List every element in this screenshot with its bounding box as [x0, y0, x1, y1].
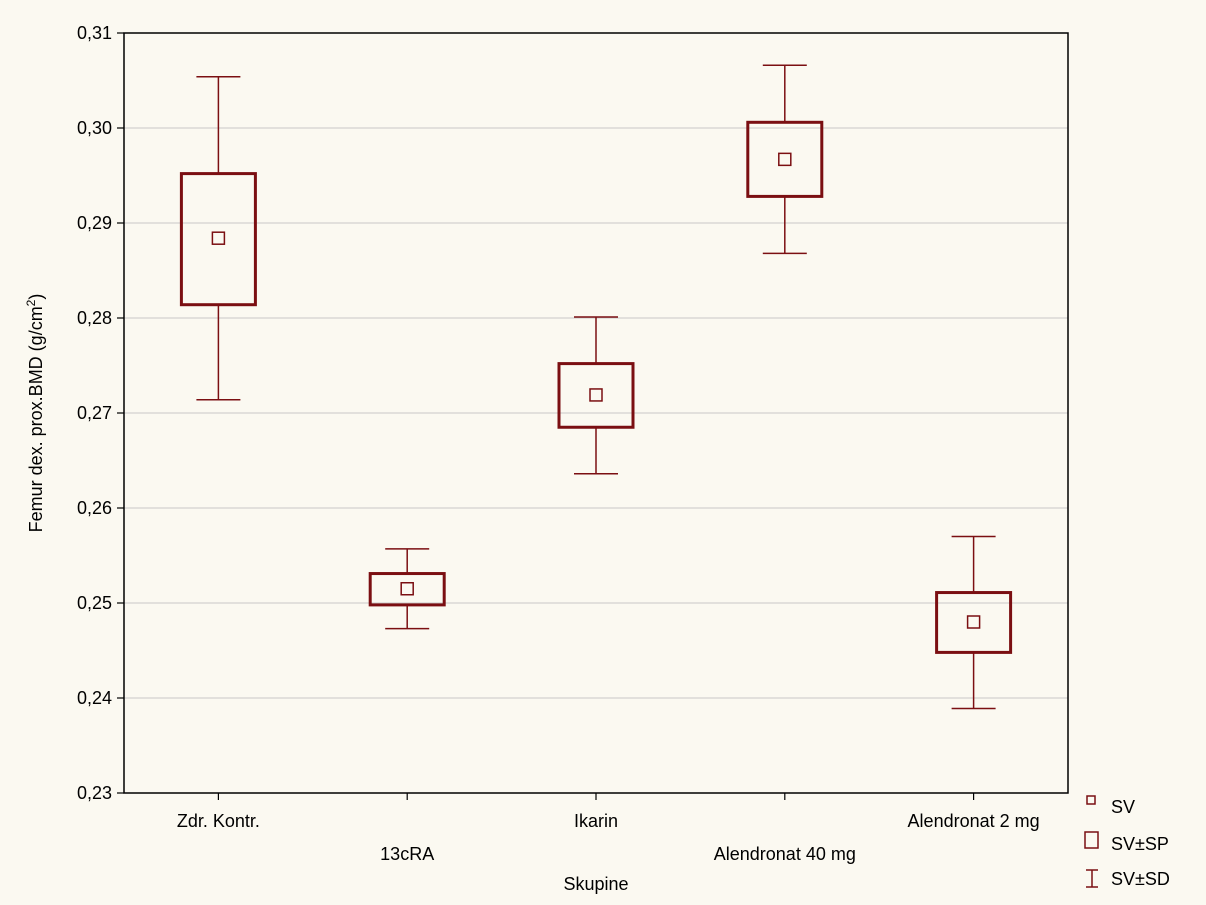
x-axis: Zdr. Kontr. 13cRA Ikarin Alendronat 40 mg Al… — [177, 793, 1040, 864]
y-tick-label: 0,25 — [77, 593, 112, 613]
y-axis: 0,23 0,24 0,25 0,26 0,27 0,28 0,29 0,30 0,31 — [77, 23, 124, 803]
x-tick-label: 13cRA — [380, 844, 434, 864]
mean-marker — [589, 388, 603, 402]
mean-marker — [400, 582, 414, 596]
box-group — [368, 548, 446, 630]
box-marks — [179, 64, 1013, 710]
y-axis-label-main: Femur dex. prox.BMD (g/cm — [26, 306, 46, 532]
y-tick-label: 0,30 — [77, 118, 112, 138]
x-axis-label: Skupine — [563, 874, 628, 894]
x-tick-label: Zdr. Kontr. — [177, 811, 260, 831]
legend-box-icon — [1084, 831, 1099, 849]
y-axis-label-superscript: 2 — [24, 299, 38, 306]
y-tick-label: 0,31 — [77, 23, 112, 43]
box-group — [179, 75, 257, 401]
y-tick-label: 0,27 — [77, 403, 112, 423]
box-group — [557, 316, 635, 475]
y-axis-label-close: ) — [26, 294, 46, 300]
legend-mean-marker-icon — [1086, 795, 1096, 805]
y-axis-label: Femur dex. prox.BMD (g/cm2) — [24, 294, 46, 533]
sp-box — [557, 362, 635, 429]
sp-box — [179, 172, 257, 307]
legend-label-sv-sd: SV±SD — [1111, 869, 1170, 889]
mean-marker — [966, 615, 981, 629]
legend-label-sv: SV — [1111, 797, 1135, 817]
x-tick-label: Alendronat 40 mg — [714, 844, 856, 864]
mean-marker — [211, 231, 226, 245]
y-tick-label: 0,24 — [77, 688, 112, 708]
legend-label-sv-sp: SV±SP — [1111, 834, 1169, 854]
sp-box — [746, 120, 824, 198]
box-group — [746, 64, 824, 255]
x-tick-label: Alendronat 2 mg — [908, 811, 1040, 831]
sp-box — [368, 572, 446, 607]
y-tick-label: 0,26 — [77, 498, 112, 518]
sp-box — [935, 591, 1013, 654]
legend-whisker-icon — [1086, 869, 1098, 888]
gridlines — [124, 127, 1068, 699]
legend: SV SV±SP SV±SD — [1084, 795, 1170, 889]
box-group — [935, 535, 1013, 710]
mean-marker — [778, 152, 792, 167]
y-tick-label: 0,29 — [77, 213, 112, 233]
x-tick-label: Ikarin — [574, 811, 618, 831]
y-tick-label: 0,23 — [77, 783, 112, 803]
y-tick-label: 0,28 — [77, 308, 112, 328]
